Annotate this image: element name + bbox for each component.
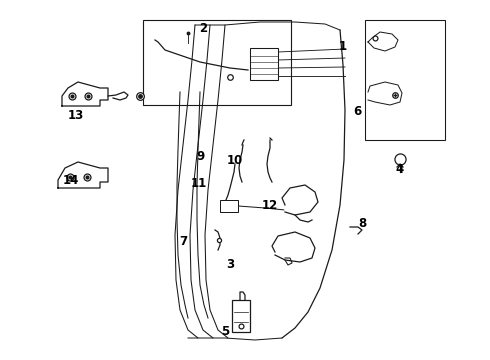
Polygon shape xyxy=(368,32,398,51)
Bar xyxy=(232,300,250,332)
Text: 3: 3 xyxy=(226,258,234,271)
Text: 6: 6 xyxy=(354,105,362,118)
Text: 12: 12 xyxy=(261,199,278,212)
Bar xyxy=(143,20,291,105)
Polygon shape xyxy=(62,82,108,106)
Text: 1: 1 xyxy=(339,40,347,53)
Text: 14: 14 xyxy=(63,174,79,186)
Polygon shape xyxy=(368,82,402,105)
Text: 2: 2 xyxy=(199,22,207,35)
Text: 10: 10 xyxy=(227,154,244,167)
Polygon shape xyxy=(58,162,108,188)
Text: 8: 8 xyxy=(359,217,367,230)
Text: 13: 13 xyxy=(68,109,84,122)
Text: 4: 4 xyxy=(395,163,403,176)
Polygon shape xyxy=(272,232,315,262)
Bar xyxy=(365,20,445,140)
Text: 11: 11 xyxy=(190,177,207,190)
Bar xyxy=(220,200,238,212)
Text: 7: 7 xyxy=(180,235,188,248)
Bar xyxy=(250,48,278,80)
Text: 9: 9 xyxy=(197,150,205,163)
Text: 5: 5 xyxy=(221,325,229,338)
Polygon shape xyxy=(282,185,318,215)
